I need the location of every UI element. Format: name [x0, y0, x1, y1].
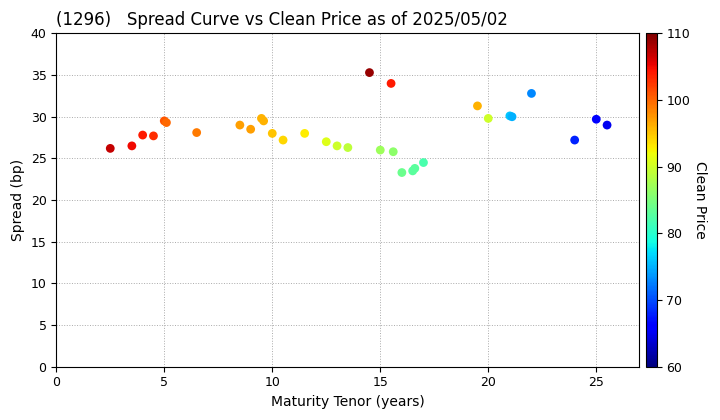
- Point: [191, 129, 202, 136]
- Point: [104, 145, 116, 152]
- Point: [387, 148, 399, 155]
- Text: (1296)   Spread Curve vs Clean Price as of 2025/05/02: (1296) Spread Curve vs Clean Price as of…: [56, 11, 508, 29]
- Point: [126, 142, 138, 149]
- Point: [418, 159, 429, 166]
- Point: [409, 165, 420, 172]
- Point: [472, 102, 483, 109]
- Point: [385, 80, 397, 87]
- Point: [277, 136, 289, 143]
- X-axis label: Maturity Tenor (years): Maturity Tenor (years): [271, 395, 425, 409]
- Point: [504, 113, 516, 119]
- Point: [342, 144, 354, 151]
- Y-axis label: Spread (bp): Spread (bp): [11, 159, 25, 241]
- Point: [299, 130, 310, 137]
- Point: [331, 142, 343, 149]
- Point: [506, 113, 518, 120]
- Point: [245, 126, 256, 133]
- Point: [526, 90, 537, 97]
- Point: [569, 136, 580, 143]
- Point: [590, 116, 602, 123]
- Point: [158, 118, 170, 124]
- Point: [161, 119, 172, 126]
- Point: [137, 132, 148, 139]
- Point: [374, 147, 386, 153]
- Point: [396, 169, 408, 176]
- Point: [482, 115, 494, 122]
- Point: [364, 69, 375, 76]
- Point: [148, 133, 159, 139]
- Point: [601, 122, 613, 129]
- Point: [320, 138, 332, 145]
- Point: [256, 115, 267, 122]
- Y-axis label: Clean Price: Clean Price: [693, 161, 707, 239]
- Point: [266, 130, 278, 137]
- Point: [407, 168, 418, 174]
- Point: [258, 118, 269, 124]
- Point: [234, 122, 246, 129]
